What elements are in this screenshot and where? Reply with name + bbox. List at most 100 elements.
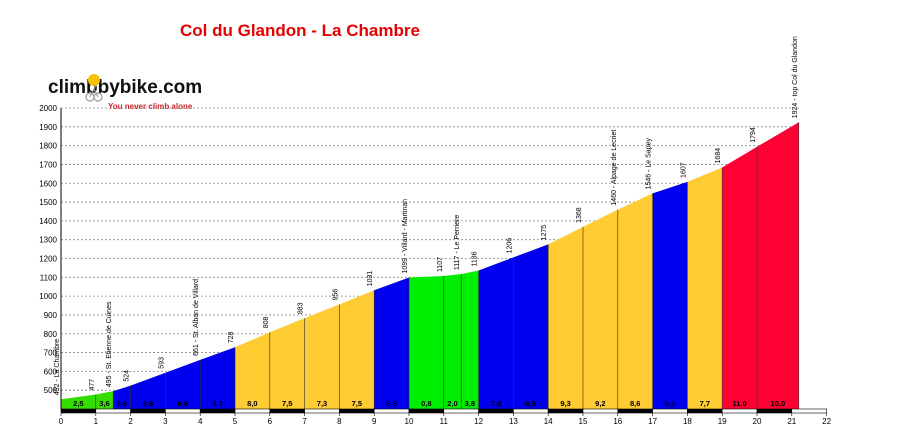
y-tick-label: 900	[44, 311, 58, 320]
profile-segment	[165, 359, 201, 409]
gradient-label: 8,6	[630, 399, 640, 408]
profile-segment	[374, 277, 409, 409]
y-tick-label: 1600	[39, 179, 57, 188]
x-tick-label: 4	[198, 417, 203, 426]
y-tick-label: 1500	[39, 198, 57, 207]
profile-segment	[409, 275, 444, 409]
gradient-label: 6,8	[178, 399, 188, 408]
km-bar-segment	[60, 408, 97, 414]
x-tick-label: 2	[128, 417, 133, 426]
gradient-label: 2,0	[447, 399, 457, 408]
km-bar-segment	[130, 408, 166, 414]
y-tick-label: 1900	[39, 123, 57, 132]
gradient-label: 6,9	[143, 399, 153, 408]
profile-segment	[652, 181, 688, 409]
profile-segment	[461, 270, 479, 409]
gradient-label: 7,5	[282, 399, 292, 408]
profile-segment	[339, 290, 375, 409]
gradient-label: 7,5	[352, 399, 362, 408]
x-tick-label: 1	[94, 417, 99, 426]
profile-segment	[548, 226, 583, 409]
point-label: 1460 - Alpage de Lecriet	[611, 130, 618, 206]
km-bar-segment	[199, 408, 236, 414]
x-tick-label: 21	[787, 417, 796, 426]
profile-segment	[513, 244, 549, 409]
point-label: 728	[228, 332, 235, 344]
point-label: 495 - St. Etienne de Cuines	[106, 301, 113, 387]
x-tick-label: 15	[579, 417, 588, 426]
y-tick-label: 1300	[39, 236, 57, 245]
point-label: 1136	[472, 251, 479, 266]
profile-segment	[200, 347, 235, 409]
x-tick-label: 17	[648, 417, 657, 426]
profile-segment	[61, 394, 96, 409]
point-label: 1368	[576, 207, 583, 223]
gradient-label: 10,0	[771, 399, 786, 408]
km-bar-segment	[408, 408, 445, 414]
gradient-label: 2,5	[73, 399, 83, 408]
point-label: 808	[263, 316, 270, 328]
y-tick-label: 1400	[39, 217, 57, 226]
point-label: 956	[332, 289, 339, 301]
point-label: 1794	[750, 127, 757, 143]
profile-segment	[478, 257, 514, 409]
gradient-label: 6,9	[526, 399, 536, 408]
cyclist-icon	[85, 74, 103, 102]
gradient-label: 8,0	[247, 399, 257, 408]
gradient-label: 7,0	[491, 399, 501, 408]
km-bar-segment	[582, 408, 619, 414]
profile-segment	[113, 385, 131, 409]
gradient-label: 7,3	[317, 399, 327, 408]
logo-tagline: You never climb alone	[108, 102, 193, 111]
gradient-label: 3,8	[465, 399, 475, 408]
point-label: 1684	[715, 148, 722, 164]
km-bar-segment	[756, 408, 793, 414]
gradient-label: 9,2	[595, 399, 605, 408]
climbbybike-logo[interactable]: climbbybike.com You never climb alone	[48, 74, 202, 111]
profile-segment	[130, 372, 166, 409]
x-tick-label: 16	[613, 417, 622, 426]
gradient-label: 7,7	[700, 399, 710, 408]
km-bar-segment	[791, 408, 827, 414]
point-label: 883	[298, 302, 305, 314]
profile-segment	[617, 193, 653, 409]
point-label: 524	[124, 370, 131, 382]
y-tick-label: 1800	[39, 142, 57, 151]
point-label: 593	[158, 357, 165, 369]
km-bar-segment	[652, 408, 688, 414]
y-tick-label: 2000	[39, 104, 57, 113]
gradient-label: 9,3	[560, 399, 570, 408]
x-tick-label: 9	[372, 417, 377, 426]
profile-segment	[583, 209, 618, 409]
km-bar-segment	[269, 408, 305, 414]
x-tick-label: 11	[440, 417, 449, 426]
y-tick-label: 800	[44, 330, 58, 339]
point-label: 477	[89, 379, 96, 391]
x-tick-label: 22	[822, 417, 831, 426]
y-tick-label: 1000	[39, 292, 57, 301]
y-tick-label: 1100	[40, 273, 58, 282]
x-tick-label: 3	[163, 417, 168, 426]
km-bar-segment	[721, 408, 758, 414]
x-tick-label: 10	[405, 417, 414, 426]
point-label: 1117 - Le Perriere	[454, 215, 461, 270]
gradient-label: 6,1	[665, 399, 675, 408]
km-bar-segment	[165, 408, 201, 414]
km-bar-segment	[513, 408, 549, 414]
gradient-label: 3,6	[99, 399, 109, 408]
x-tick-label: 20	[753, 417, 762, 426]
gradient-label: 5,8	[117, 399, 127, 408]
y-tick-label: 1700	[39, 160, 57, 169]
km-bar-segment	[304, 408, 340, 414]
km-bar-segment	[373, 408, 410, 414]
point-label: 661 - St. Alban de Villard	[193, 279, 200, 356]
x-tick-label: 18	[683, 417, 692, 426]
x-tick-label: 7	[302, 417, 307, 426]
point-label: 452 - La Chambre	[54, 339, 61, 396]
point-label: 1206	[506, 238, 513, 254]
km-bar-segment	[547, 408, 584, 414]
profile-segment	[95, 391, 114, 409]
point-label: 1607	[680, 162, 687, 178]
km-bar-segment	[478, 408, 514, 414]
